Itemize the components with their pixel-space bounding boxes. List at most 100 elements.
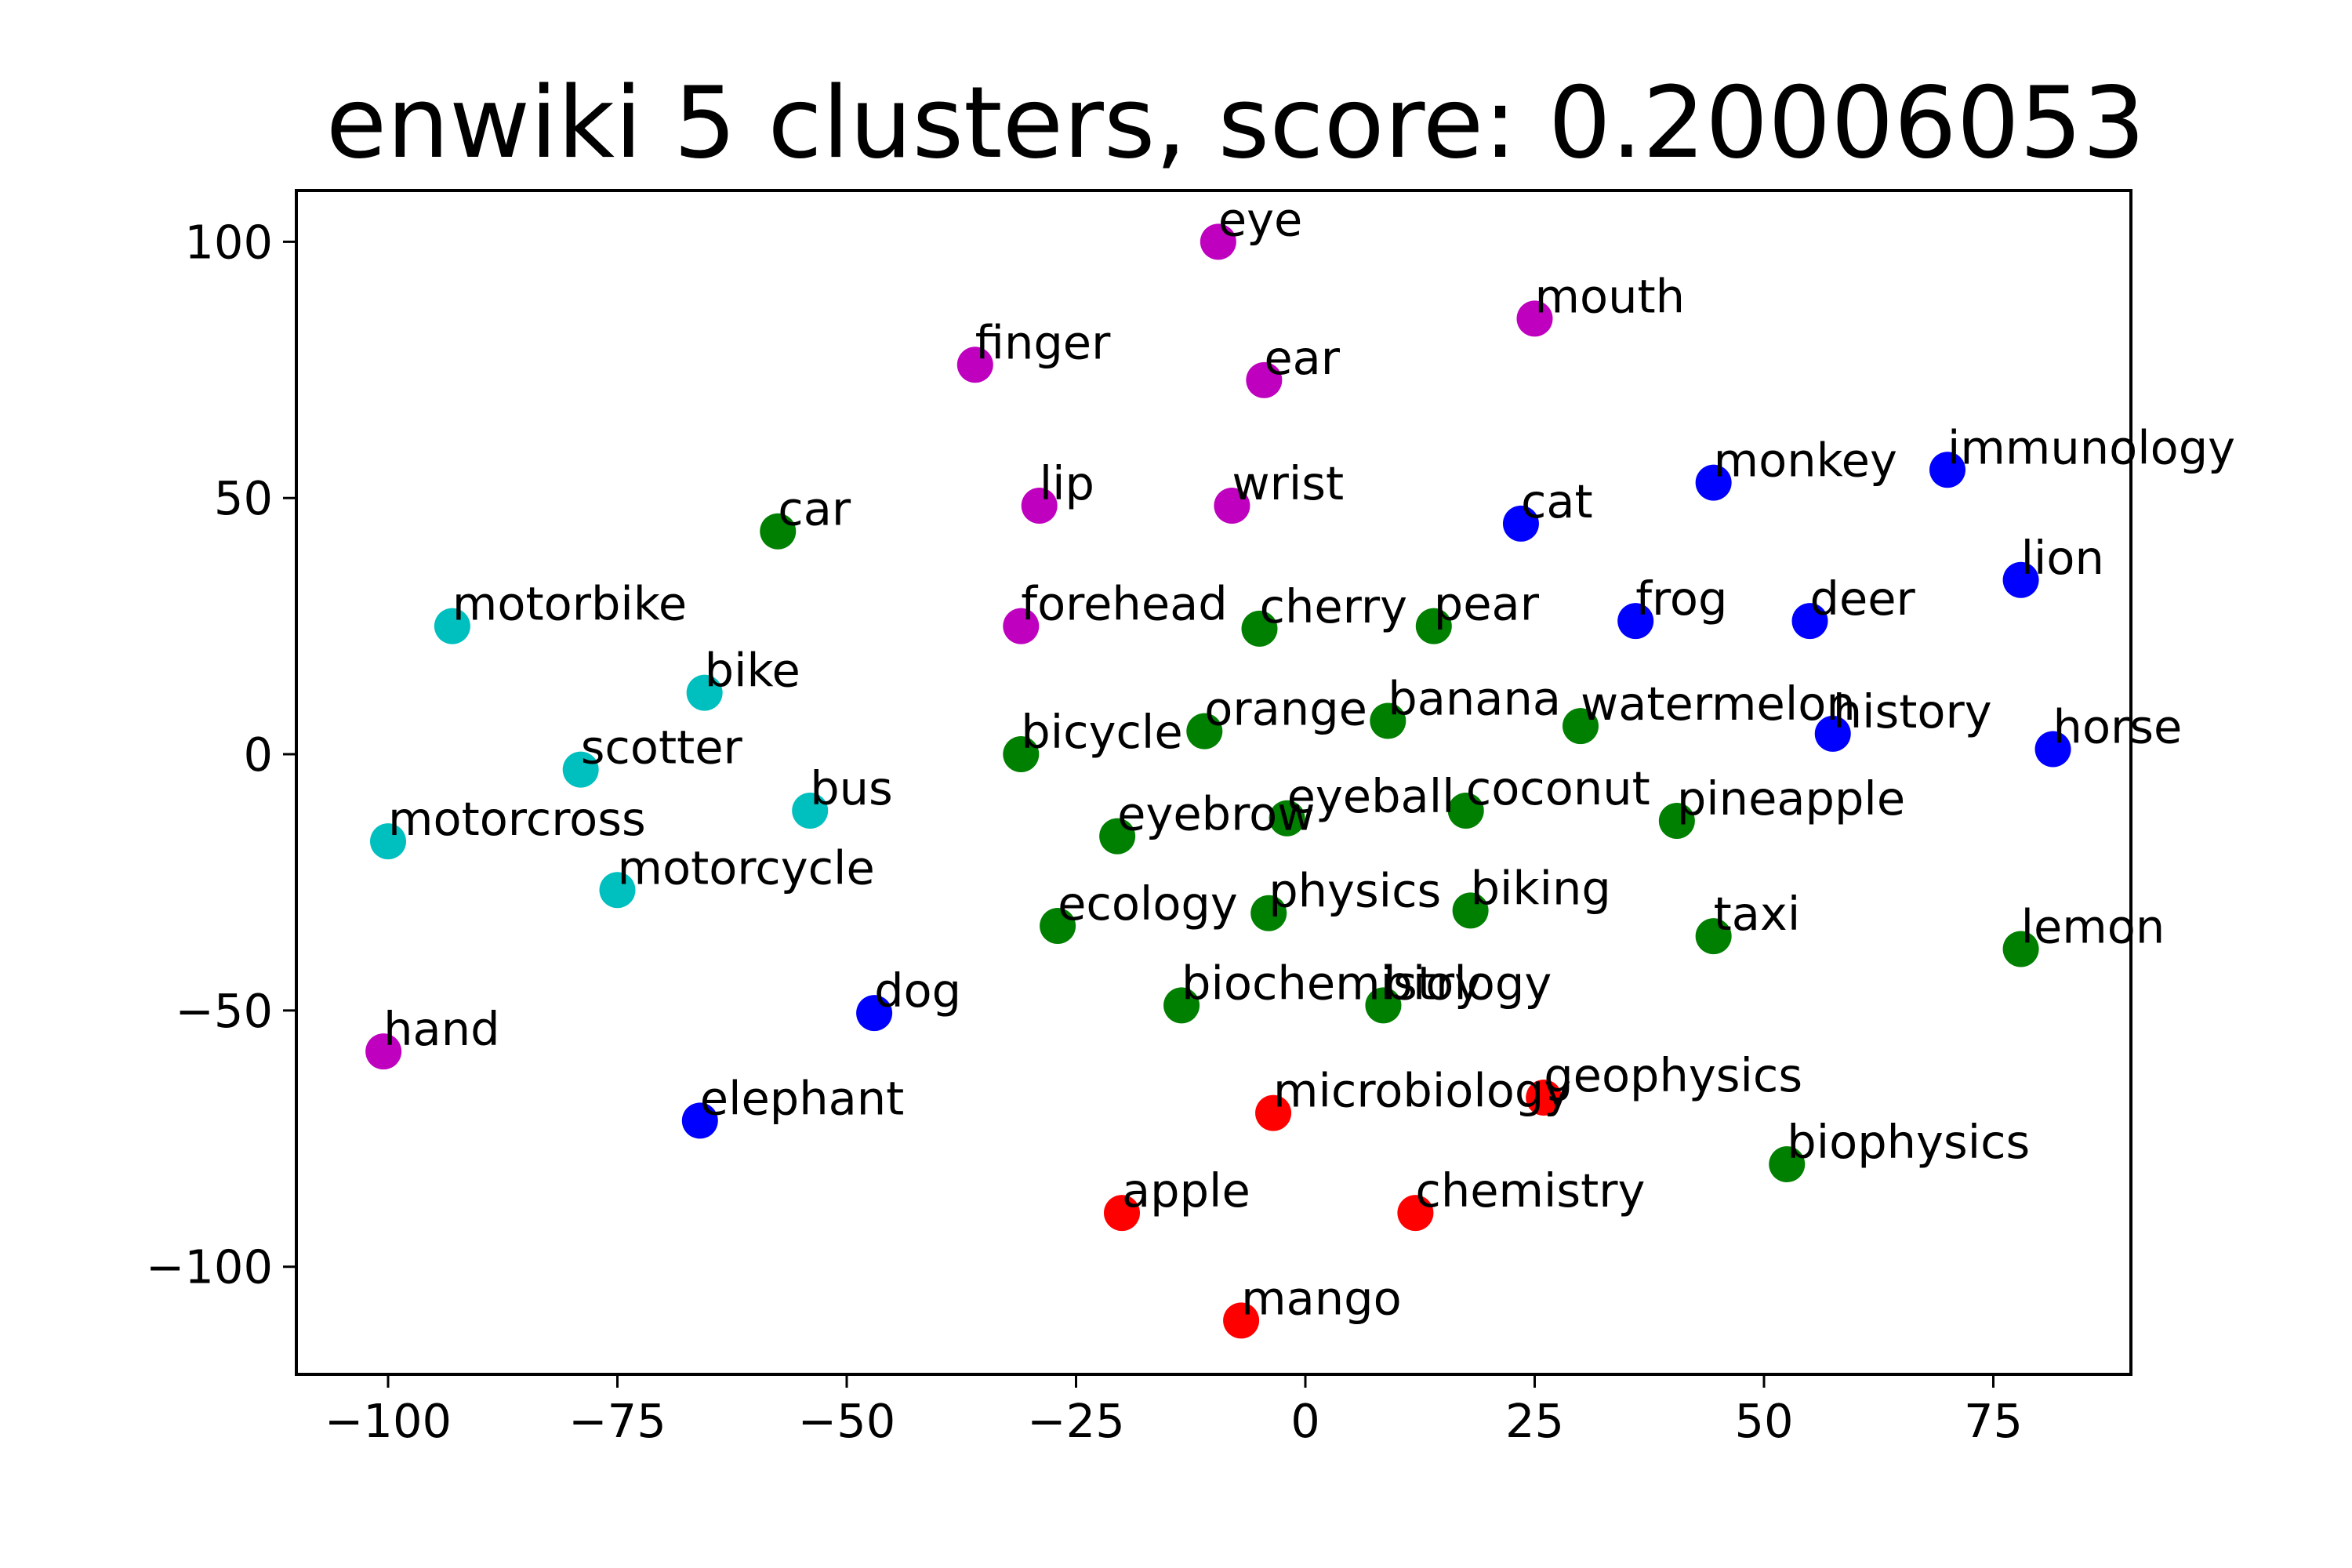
point-marker-motorbike — [434, 608, 470, 644]
point-label-immunology: immunology — [1947, 420, 2235, 474]
point-marker-banana — [1370, 702, 1406, 739]
point-label-biophysics: biophysics — [1787, 1115, 2030, 1169]
y-tick-label: −100 — [146, 1240, 273, 1294]
point-marker-coconut — [1447, 792, 1484, 829]
point-label-lemon: lemon — [2021, 899, 2165, 953]
point-marker-eyeball — [1269, 800, 1305, 837]
point-marker-apple — [1104, 1195, 1140, 1232]
x-tick-label: 25 — [1505, 1394, 1564, 1448]
point-label-eyeball: eyeball — [1287, 769, 1455, 823]
point-label-coconut: coconut — [1466, 761, 1650, 815]
point-label-forehead: forehead — [1021, 577, 1227, 631]
point-label-cat: cat — [1521, 474, 1593, 528]
point-label-wrist: wrist — [1232, 456, 1344, 510]
point-label-taxi: taxi — [1714, 887, 1801, 941]
point-marker-chemistry — [1397, 1195, 1434, 1232]
point-label-ecology: ecology — [1058, 877, 1238, 931]
point-label-apple: apple — [1122, 1163, 1250, 1218]
point-label-bike: bike — [705, 644, 800, 698]
x-tick-label: −100 — [325, 1394, 452, 1448]
point-marker-eyebrow — [1099, 818, 1136, 855]
point-marker-lemon — [2002, 931, 2039, 967]
x-tick-label: −50 — [798, 1394, 896, 1448]
chart-title: enwiki 5 clusters, score: 0.20006053 — [326, 65, 2146, 180]
point-marker-immunology — [1929, 452, 1965, 488]
plot-axes — [295, 189, 2132, 1376]
point-label-eye: eye — [1218, 192, 1303, 246]
point-marker-geophysics — [1526, 1080, 1563, 1116]
point-label-hand: hand — [383, 1002, 499, 1056]
point-marker-motorcycle — [599, 872, 636, 909]
point-label-frog: frog — [1635, 572, 1727, 626]
point-marker-orange — [1186, 713, 1223, 750]
x-tick-label: −75 — [568, 1394, 666, 1448]
x-tick-label: 0 — [1290, 1394, 1320, 1448]
point-marker-finger — [956, 347, 993, 383]
point-label-biochemistry: biochemistry — [1181, 956, 1482, 1010]
point-marker-biophysics — [1769, 1145, 1806, 1182]
point-label-mango: mango — [1241, 1271, 1402, 1325]
point-marker-frog — [1617, 603, 1654, 640]
y-tick-label: 100 — [184, 215, 273, 269]
point-marker-mango — [1223, 1302, 1260, 1339]
point-marker-bicycle — [1003, 736, 1040, 773]
point-label-horse: horse — [2053, 700, 2183, 754]
point-label-elephant: elephant — [700, 1071, 905, 1125]
point-label-motorcycle: motorcycle — [618, 840, 875, 895]
point-label-geophysics: geophysics — [1544, 1048, 1802, 1102]
point-label-eyebrow: eyebrow — [1117, 787, 1315, 841]
point-label-ear: ear — [1264, 331, 1340, 385]
point-label-physics: physics — [1269, 864, 1441, 918]
plot-area-frame — [295, 189, 2132, 1376]
point-label-history: history — [1833, 684, 1992, 739]
y-tick-label: 0 — [243, 728, 273, 782]
point-marker-wrist — [1214, 488, 1250, 524]
point-label-banana: banana — [1388, 672, 1561, 726]
point-label-pear: pear — [1434, 577, 1540, 631]
point-label-pineapple: pineapple — [1677, 771, 1905, 826]
point-label-biking: biking — [1471, 861, 1611, 915]
y-axis-ticks: 100 50 0 −50 −100 — [146, 215, 296, 1294]
x-axis-ticks: −100 −75 −50 −25 0 25 50 75 — [325, 1374, 2023, 1448]
point-marker-elephant — [681, 1102, 718, 1139]
point-marker-monkey — [1695, 464, 1732, 501]
point-label-orange: orange — [1204, 682, 1367, 736]
point-marker-car — [760, 513, 797, 550]
y-tick-label: −50 — [175, 984, 273, 1038]
y-tick-label: 50 — [214, 471, 273, 525]
point-label-scotter: scotter — [581, 720, 743, 775]
point-marker-eye — [1200, 223, 1236, 260]
point-marker-physics — [1250, 895, 1287, 931]
point-marker-lip — [1021, 488, 1058, 524]
point-marker-ecology — [1040, 908, 1076, 945]
point-marker-cherry — [1241, 610, 1278, 647]
data-points — [365, 223, 2071, 1339]
point-label-microbiology: microbiology — [1273, 1064, 1571, 1118]
point-label-bicycle: bicycle — [1021, 705, 1182, 759]
point-marker-ear — [1246, 361, 1283, 398]
point-marker-scotter — [562, 751, 599, 788]
point-label-cherry: cherry — [1260, 579, 1408, 633]
point-label-monkey: monkey — [1714, 434, 1897, 488]
point-marker-horse — [2034, 731, 2071, 768]
point-label-mouth: mouth — [1535, 269, 1686, 323]
x-tick-label: 50 — [1734, 1394, 1793, 1448]
point-label-deer: deer — [1810, 572, 1916, 626]
point-label-motorcross: motorcross — [388, 792, 646, 846]
point-marker-taxi — [1695, 918, 1732, 955]
point-marker-deer — [1791, 603, 1828, 640]
point-marker-biology — [1365, 987, 1402, 1024]
point-label-lion: lion — [2021, 531, 2104, 585]
point-marker-bus — [792, 792, 829, 829]
point-marker-microbiology — [1255, 1094, 1292, 1131]
point-marker-watermelon — [1563, 708, 1599, 745]
x-tick-label: 75 — [1964, 1394, 2023, 1448]
point-label-watermelon: watermelon — [1581, 677, 1856, 731]
point-label-motorbike: motorbike — [452, 577, 687, 631]
point-label-biology: biology — [1383, 956, 1552, 1010]
point-label-lip: lip — [1040, 456, 1094, 510]
point-marker-forehead — [1003, 608, 1040, 644]
point-marker-pear — [1415, 608, 1452, 644]
point-marker-mouth — [1516, 300, 1553, 337]
